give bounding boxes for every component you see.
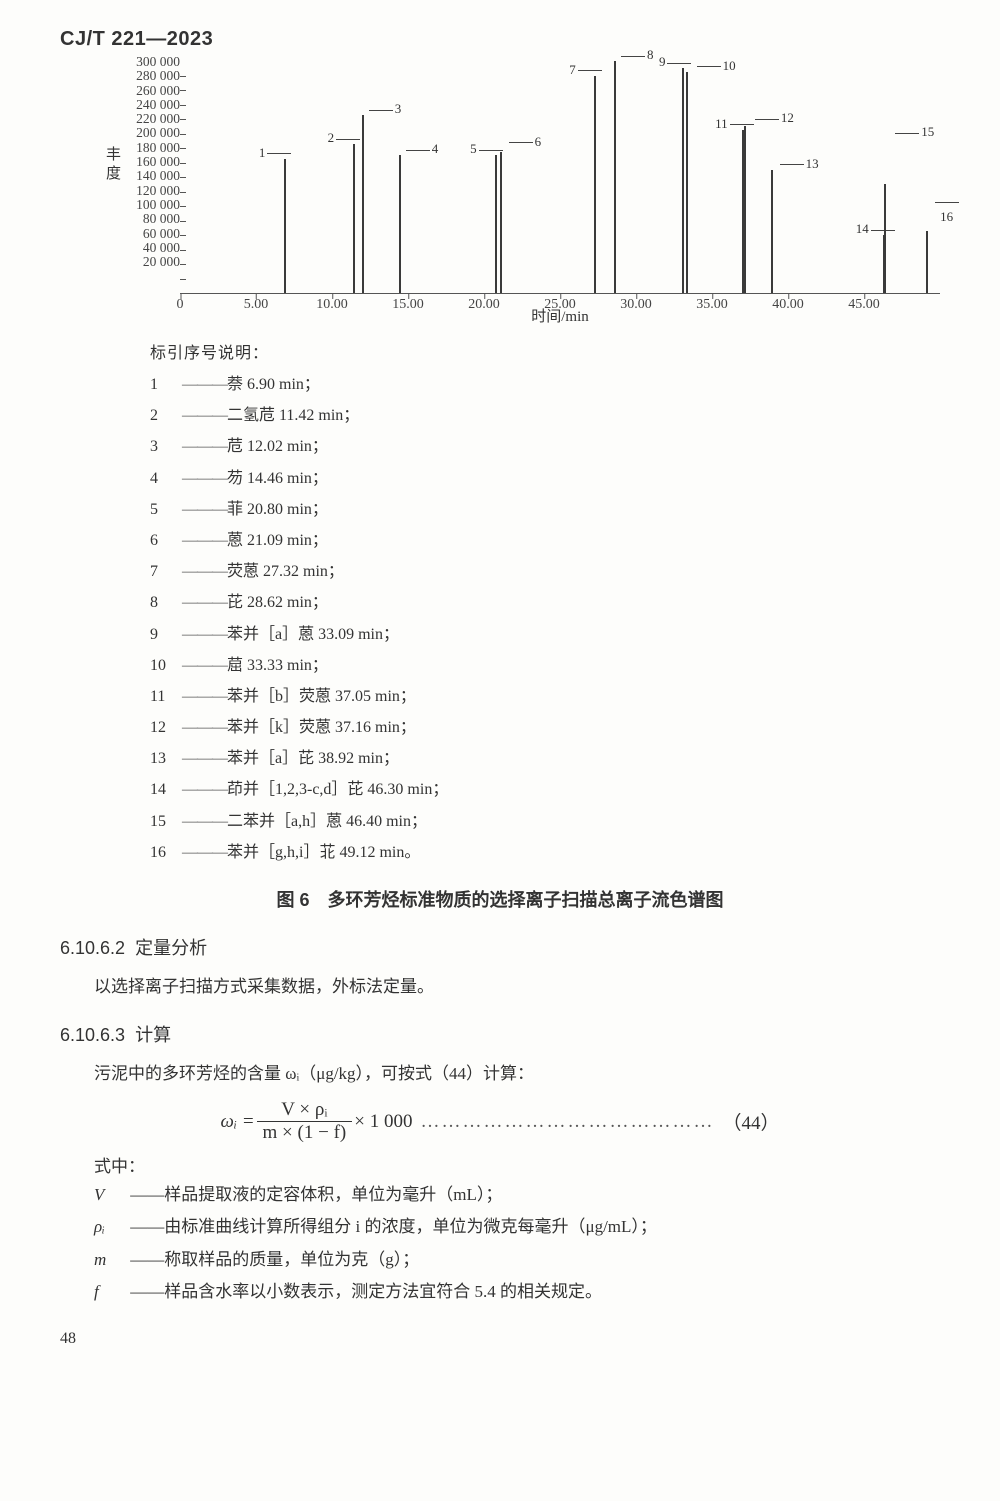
peak-label: 11 bbox=[715, 116, 756, 132]
peak-label: 6 bbox=[507, 134, 542, 150]
legend-title: 标引序号说明： bbox=[150, 339, 940, 363]
document-header: CJ/T 221—2023 bbox=[60, 28, 940, 51]
legend-item: 2 ———二氢苊 11.42 min； bbox=[150, 400, 940, 431]
legend-item: 11 ———苯并［b］荧蒽 37.05 min； bbox=[150, 681, 940, 712]
peak-label: 8 bbox=[619, 47, 654, 63]
formula-44: ωᵢ = V × ρᵢ m × (1 − f) × 1 000 ……………………… bbox=[60, 1099, 940, 1144]
formula-tail: × 1 000 bbox=[354, 1111, 412, 1133]
chart-area: 丰度 300 000280 000260 000240 000220 00020… bbox=[88, 61, 948, 321]
peak-label: 13 bbox=[778, 156, 819, 172]
formula-fraction: V × ρᵢ m × (1 − f) bbox=[257, 1099, 353, 1144]
section-heading-calculation: 6.10.6.3 计算 bbox=[60, 1021, 940, 1047]
chromatogram-peak bbox=[614, 61, 616, 293]
x-axis-label: 时间/min bbox=[180, 305, 940, 326]
figure-caption: 图 6 多环芳烃标准物质的选择离子扫描总离子流色谱图 bbox=[60, 886, 940, 912]
where-item: ρᵢ ——由标准曲线计算所得组分 i 的浓度，单位为微克每毫升（μg/mL）； bbox=[94, 1211, 940, 1243]
peak-label: 3 bbox=[367, 101, 402, 117]
legend-item: 9 ———苯并［a］蒽 33.09 min； bbox=[150, 619, 940, 650]
chromatogram-figure: 丰度 300 000280 000260 000240 000220 00020… bbox=[88, 61, 940, 321]
peak-label: 1 bbox=[259, 145, 294, 161]
chromatogram-peak bbox=[771, 170, 773, 293]
chromatogram-peak bbox=[399, 155, 401, 293]
peak-label: 7 bbox=[569, 62, 604, 78]
chromatogram-peak bbox=[686, 72, 688, 293]
chromatogram-peak bbox=[495, 155, 497, 293]
chromatogram-peak bbox=[362, 115, 364, 293]
section-title: 定量分析 bbox=[135, 938, 207, 958]
section-title: 计算 bbox=[135, 1025, 171, 1045]
chromatogram-peak bbox=[884, 184, 886, 293]
legend-item: 15 ———二苯并［a,h］蒽 46.40 min； bbox=[150, 806, 940, 837]
chromatogram-peak bbox=[284, 159, 286, 293]
peak-label: 10 bbox=[695, 58, 736, 74]
legend-item: 14 ———茚并［1,2,3-c,d］芘 46.30 min； bbox=[150, 774, 940, 805]
page: CJ/T 221—2023 丰度 300 000280 000260 00024… bbox=[0, 0, 1000, 1368]
legend-item: 6 ———蒽 21.09 min； bbox=[150, 525, 940, 556]
where-item: f ——样品含水率以小数表示，测定方法宜符合 5.4 的相关规定。 bbox=[94, 1276, 940, 1308]
formula-numerator: V × ρᵢ bbox=[257, 1099, 353, 1121]
section-number: 6.10.6.3 bbox=[60, 1025, 125, 1045]
legend-item: 12 ———苯并［k］荧蒽 37.16 min； bbox=[150, 712, 940, 743]
section-heading-quantitative: 6.10.6.2 定量分析 bbox=[60, 934, 940, 960]
peak-label: 14 bbox=[856, 221, 897, 237]
section-paragraph: 污泥中的多环芳烃的含量 ωᵢ（μg/kg），可按式（44）计算： bbox=[60, 1059, 940, 1090]
page-number: 48 bbox=[60, 1330, 940, 1348]
formula-dotfill: …………………………………… bbox=[420, 1111, 714, 1133]
chromatogram-peak bbox=[594, 76, 596, 294]
legend-item: 10 ———䓛 33.33 min； bbox=[150, 650, 940, 681]
peak-label: 12 bbox=[753, 110, 794, 126]
chromatogram-peak bbox=[353, 144, 355, 293]
y-axis-ticks: 300 000280 000260 000240 000220 000200 0… bbox=[120, 55, 180, 269]
chromatogram-peak bbox=[926, 231, 928, 293]
peak-label: 2 bbox=[328, 130, 363, 146]
peak-label: 9 bbox=[659, 54, 694, 70]
chromatogram-peak bbox=[682, 68, 684, 293]
plot-region: 12345678910111213141516 bbox=[180, 61, 940, 294]
peak-label: 16 bbox=[933, 193, 961, 225]
equation-number: （44） bbox=[722, 1108, 779, 1135]
peak-label: 15 bbox=[893, 124, 934, 140]
peak-legend: 标引序号说明： 1 ———萘 6.90 min；2 ———二氢苊 11.42 m… bbox=[150, 339, 940, 868]
legend-item: 13 ———苯并［a］芘 38.92 min； bbox=[150, 743, 940, 774]
formula-lhs: ωᵢ = bbox=[221, 1111, 255, 1133]
chromatogram-peak bbox=[500, 152, 502, 293]
section-number: 6.10.6.2 bbox=[60, 938, 125, 958]
legend-list: 1 ———萘 6.90 min；2 ———二氢苊 11.42 min；3 ———… bbox=[150, 369, 940, 868]
chromatogram-peak bbox=[744, 126, 746, 293]
where-list: V ——样品提取液的定容体积，单位为毫升（mL）；ρᵢ ——由标准曲线计算所得组… bbox=[60, 1179, 940, 1308]
formula-denominator: m × (1 − f) bbox=[257, 1121, 353, 1144]
legend-item: 1 ———萘 6.90 min； bbox=[150, 369, 940, 400]
legend-item: 4 ———芴 14.46 min； bbox=[150, 463, 940, 494]
peak-label: 4 bbox=[404, 141, 439, 157]
legend-item: 16 ———苯并［g,h,i］苝 49.12 min。 bbox=[150, 837, 940, 868]
where-item: m ——称取样品的质量，单位为克（g）； bbox=[94, 1244, 940, 1276]
legend-item: 5 ———菲 20.80 min； bbox=[150, 494, 940, 525]
legend-item: 7 ———荧蒽 27.32 min； bbox=[150, 556, 940, 587]
where-label: 式中： bbox=[60, 1152, 940, 1177]
legend-item: 8 ———芘 28.62 min； bbox=[150, 587, 940, 618]
section-paragraph: 以选择离子扫描方式采集数据，外标法定量。 bbox=[60, 972, 940, 1003]
where-item: V ——样品提取液的定容体积，单位为毫升（mL）； bbox=[94, 1179, 940, 1211]
legend-item: 3 ———苊 12.02 min； bbox=[150, 431, 940, 462]
